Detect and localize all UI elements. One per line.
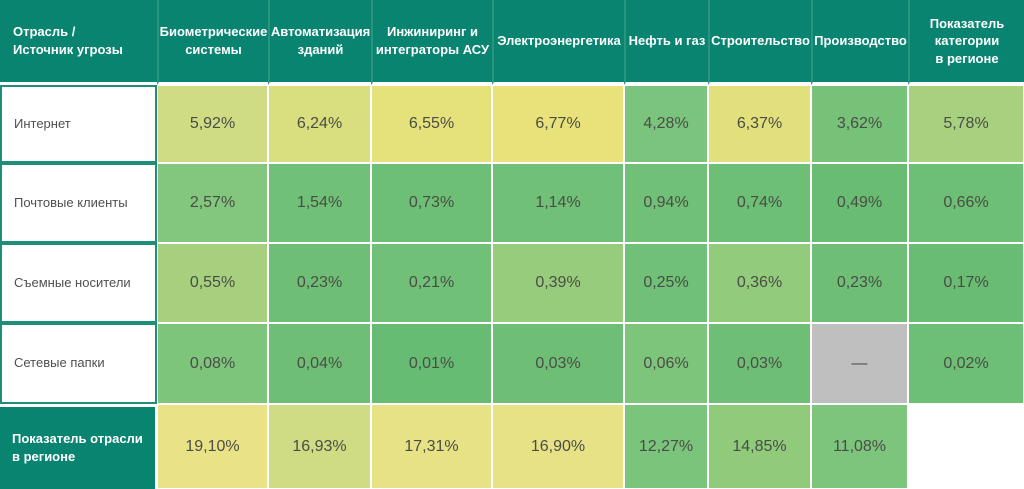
heatmap-cell: 0,74% bbox=[708, 163, 811, 243]
column-header-oil-gas: Нефть и газ bbox=[624, 0, 708, 85]
heatmap-cell: 0,21% bbox=[371, 243, 492, 323]
heatmap-cell: 0,94% bbox=[624, 163, 708, 243]
heatmap-cell: 0,73% bbox=[371, 163, 492, 243]
heatmap-cell: 1,14% bbox=[492, 163, 624, 243]
heatmap-cell: 6,55% bbox=[371, 85, 492, 163]
row-label-email-clients: Почтовые клиенты bbox=[0, 163, 157, 243]
column-header-building-automation: Автоматизация зданий bbox=[268, 0, 371, 85]
heatmap-cell: 17,31% bbox=[371, 404, 492, 489]
heatmap-cell: 14,85% bbox=[708, 404, 811, 489]
column-header-manufacturing: Производство bbox=[811, 0, 908, 85]
heatmap-cell: 0,03% bbox=[708, 323, 811, 404]
heatmap-cell: 12,27% bbox=[624, 404, 708, 489]
heatmap-cell: 3,62% bbox=[811, 85, 908, 163]
heatmap-cell: 0,06% bbox=[624, 323, 708, 404]
column-header-construction: Строительство bbox=[708, 0, 811, 85]
heatmap-cell: 0,66% bbox=[908, 163, 1024, 243]
heatmap-cell: 1,54% bbox=[268, 163, 371, 243]
heatmap-cell-empty bbox=[908, 404, 1024, 489]
heatmap-cell: 0,17% bbox=[908, 243, 1024, 323]
heatmap-cell: 2,57% bbox=[157, 163, 268, 243]
heatmap-cell: 0,01% bbox=[371, 323, 492, 404]
heatmap-cell: 6,24% bbox=[268, 85, 371, 163]
heatmap-cell-missing: — bbox=[811, 323, 908, 404]
column-header-power-energy: Электроэнергетика bbox=[492, 0, 624, 85]
heatmap-cell: 0,03% bbox=[492, 323, 624, 404]
heatmap-cell: 0,36% bbox=[708, 243, 811, 323]
heatmap-cell: 6,77% bbox=[492, 85, 624, 163]
heatmap-cell: 0,04% bbox=[268, 323, 371, 404]
row-label-internet: Интернет bbox=[0, 85, 157, 163]
heatmap-cell: 16,93% bbox=[268, 404, 371, 489]
heatmap-cell: 0,25% bbox=[624, 243, 708, 323]
heatmap-cell: 0,08% bbox=[157, 323, 268, 404]
heatmap-cell: 19,10% bbox=[157, 404, 268, 489]
heatmap-cell: 0,55% bbox=[157, 243, 268, 323]
heatmap-cell: 11,08% bbox=[811, 404, 908, 489]
heatmap-cell: 5,92% bbox=[157, 85, 268, 163]
heatmap-cell: 4,28% bbox=[624, 85, 708, 163]
heatmap-cell: 5,78% bbox=[908, 85, 1024, 163]
heatmap-cell: 0,49% bbox=[811, 163, 908, 243]
heatmap-cell: 0,23% bbox=[268, 243, 371, 323]
column-header-engineering-ics-integrators: Инжиниринг и интеграторы АСУ bbox=[371, 0, 492, 85]
column-header-region-category-indicator: Показатель категории в регионе bbox=[908, 0, 1024, 85]
row-label-region-industry-indicator: Показатель отрасли в регионе bbox=[0, 404, 157, 489]
heatmap-cell: 0,39% bbox=[492, 243, 624, 323]
corner-header: Отрасль / Источник угрозы bbox=[0, 0, 157, 85]
row-label-removable-media: Съемные носители bbox=[0, 243, 157, 323]
column-header-biometric-systems: Биометрические системы bbox=[157, 0, 268, 85]
row-label-network-folders: Сетевые папки bbox=[0, 323, 157, 404]
heatmap-cell: 6,37% bbox=[708, 85, 811, 163]
heatmap-cell: 0,02% bbox=[908, 323, 1024, 404]
heatmap-cell: 16,90% bbox=[492, 404, 624, 489]
heatmap-cell: 0,23% bbox=[811, 243, 908, 323]
